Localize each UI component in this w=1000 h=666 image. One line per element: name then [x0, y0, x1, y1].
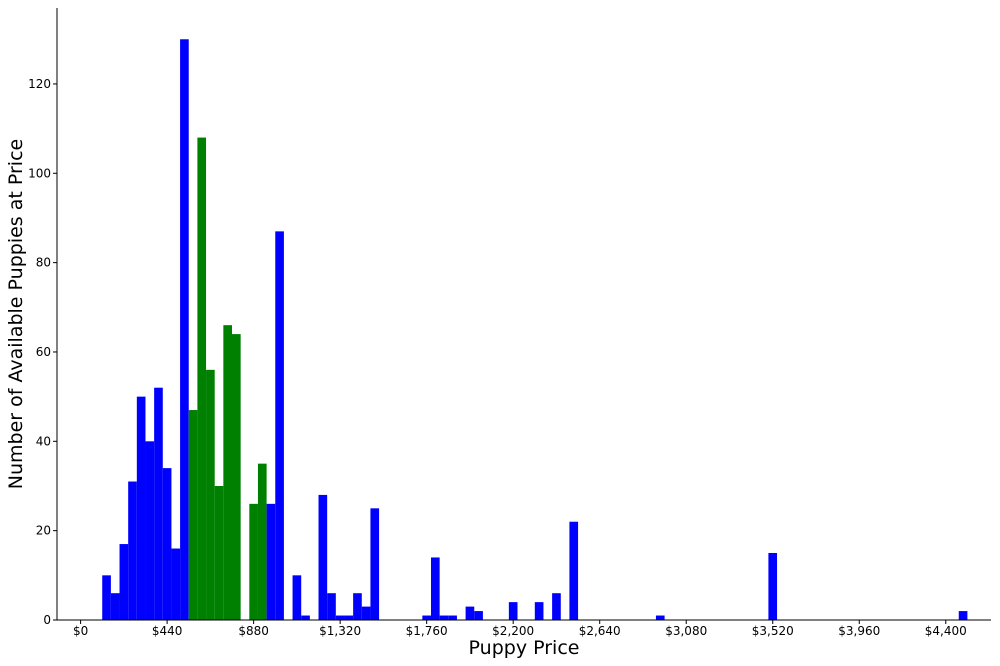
y-tick-label: 120: [28, 77, 51, 91]
histogram-bar: [508, 602, 518, 620]
x-tick-label: $880: [238, 624, 269, 638]
histogram-bar: [439, 615, 449, 620]
histogram-bar: [188, 410, 198, 620]
histogram-bar: [534, 602, 544, 620]
histogram-bar: [145, 441, 155, 620]
histogram-bar: [344, 615, 354, 620]
histogram-bar: [655, 615, 665, 620]
histogram-bar: [327, 593, 336, 620]
y-tick-label: 0: [43, 613, 51, 627]
histogram-bar: [171, 548, 181, 620]
histogram-bar: [958, 611, 968, 620]
x-tick-label: $2,200: [492, 624, 534, 638]
histogram-bars: [102, 39, 968, 621]
histogram-bar: [370, 508, 380, 620]
histogram-bar: [102, 575, 111, 620]
histogram-bar: [128, 481, 137, 620]
histogram-bar: [257, 463, 267, 620]
histogram-bar: [214, 485, 224, 620]
histogram-bar: [136, 396, 146, 620]
histogram-bar: [249, 503, 258, 620]
histogram-bar: [197, 137, 207, 621]
x-tick-label: $3,520: [752, 624, 794, 638]
histogram-bar: [474, 611, 483, 620]
histogram-bar: [422, 615, 431, 620]
y-tick-label: 80: [36, 256, 51, 270]
histogram-bar: [223, 325, 232, 620]
x-tick-label: $2,640: [579, 624, 621, 638]
histogram-bar: [292, 575, 302, 620]
histogram-bar: [569, 521, 579, 620]
histogram-bar: [335, 615, 345, 620]
histogram-bar: [206, 369, 215, 620]
x-tick-label: $3,960: [838, 624, 880, 638]
histogram-bar: [465, 606, 475, 620]
x-tick-label: $440: [152, 624, 183, 638]
histogram-bar: [275, 231, 284, 621]
histogram-bar: [154, 387, 163, 620]
x-axis-title: Puppy Price: [469, 637, 580, 659]
histogram-bar: [119, 544, 129, 620]
histogram-bar: [448, 615, 457, 620]
histogram-bar: [430, 557, 440, 620]
x-tick-label: $0: [73, 624, 88, 638]
y-axis-ticks: 0 20 40 60 80 100 120: [28, 77, 57, 627]
x-tick-label: $1,320: [319, 624, 361, 638]
x-axis-ticks: $0 $440 $880 $1,320 $1,760 $2,200 $2,640 $3,080…: [73, 620, 967, 638]
x-tick-label: $4,400: [925, 624, 967, 638]
histogram-bar: [552, 593, 561, 620]
histogram-bar: [301, 615, 310, 620]
x-tick-label: $1,760: [406, 624, 448, 638]
x-tick-label: $3,080: [665, 624, 707, 638]
y-tick-label: 60: [36, 345, 51, 359]
y-tick-label: 20: [36, 524, 51, 538]
histogram-bar: [353, 593, 362, 620]
histogram-bar: [232, 334, 241, 620]
histogram-bar: [266, 503, 276, 620]
y-axis-title: Number of Available Puppies at Price: [5, 139, 27, 489]
histogram-bar: [180, 39, 189, 620]
histogram-bar: [110, 593, 120, 620]
y-tick-label: 100: [28, 166, 51, 180]
y-tick-label: 40: [36, 434, 51, 448]
histogram-bar: [361, 606, 371, 620]
histogram-bar: [162, 468, 172, 620]
histogram-bar: [318, 494, 328, 620]
histogram-bar: [768, 552, 778, 620]
